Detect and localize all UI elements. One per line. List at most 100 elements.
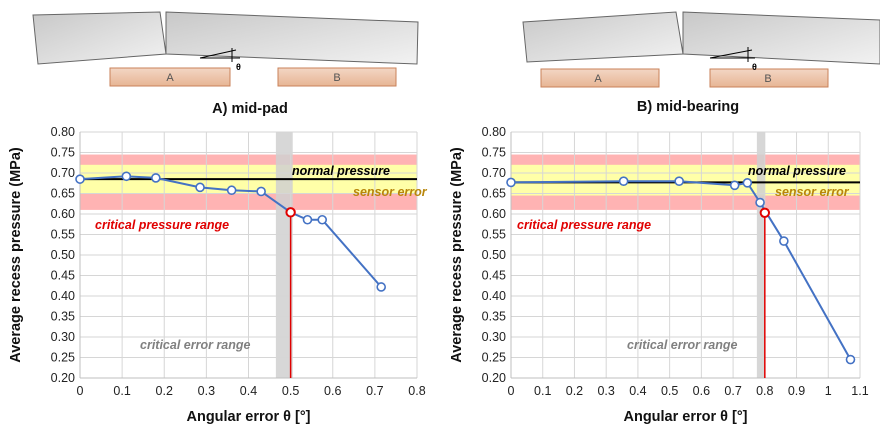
x-tick-label: 0.1: [113, 384, 130, 398]
data-point: [618, 176, 629, 186]
x-tick-label: 0.5: [661, 384, 678, 398]
x-tick-label: 0: [77, 384, 84, 398]
right-bearing-block: [682, 11, 880, 65]
critical-pressure-range-label: critical pressure range: [517, 218, 651, 232]
critical-error-range-label: critical error range: [627, 338, 738, 352]
schematic-mid-bearing: A B θ: [522, 11, 880, 88]
x-tick-label: 0.7: [366, 384, 383, 398]
chart-title: B) mid-bearing: [637, 99, 739, 115]
right-bearing-block: [165, 11, 419, 65]
x-tick-label: 0.8: [408, 384, 425, 398]
critical-error-range-label: critical error range: [140, 338, 251, 352]
x-tick-label: 0.3: [597, 384, 614, 398]
critical-point: [285, 207, 296, 218]
angle-tilt-line: [709, 49, 753, 59]
x-tick-label: 0.8: [756, 384, 773, 398]
chart-mid-bearing: B) mid-bearing0.200.250.300.350.400.450.…: [449, 99, 869, 425]
data-point: [121, 171, 132, 182]
pad-a: [109, 67, 231, 87]
y-tick-label: 0.35: [482, 310, 506, 324]
y-axis-label: Average recess pressure (MPa): [8, 147, 24, 363]
y-tick-label: 0.50: [482, 248, 506, 262]
x-tick-label: 0.3: [198, 384, 215, 398]
pad-b: [709, 68, 829, 88]
data-point: [302, 214, 313, 225]
data-point: [779, 236, 789, 246]
data-point: [317, 214, 328, 225]
y-tick-label: 0.75: [51, 146, 75, 160]
normal-pressure-label: normal pressure: [292, 164, 390, 178]
y-tick-label: 0.30: [482, 330, 506, 344]
x-tick-label: 0.6: [693, 384, 710, 398]
critical-point: [759, 207, 771, 218]
left-bearing-block: [522, 11, 684, 63]
data-point: [506, 177, 516, 188]
left-bearing-block: [32, 11, 167, 65]
pad-b: [277, 67, 397, 87]
data-point: [75, 174, 85, 184]
normal-pressure-label: normal pressure: [748, 164, 846, 178]
x-tick-label: 0.2: [566, 384, 583, 398]
y-tick-label: 0.25: [482, 351, 506, 365]
y-tick-label: 0.45: [51, 269, 75, 283]
x-tick-label: 1: [825, 384, 832, 398]
y-tick-label: 0.60: [51, 207, 75, 221]
x-tick-label: 0.5: [282, 384, 299, 398]
x-tick-label: 0.4: [629, 384, 646, 398]
y-tick-label: 0.45: [482, 269, 506, 283]
x-tick-label: 1.1: [851, 384, 868, 398]
x-tick-label: 0.7: [724, 384, 741, 398]
x-tick-label: 0.1: [534, 384, 551, 398]
x-axis-label: Angular error θ [°]: [623, 409, 747, 425]
pad-a-label: A: [166, 72, 174, 84]
y-tick-label: 0.70: [482, 166, 506, 180]
data-series-line: [79, 175, 382, 288]
sensor-error-label: sensor error: [353, 185, 428, 199]
pad-a: [540, 68, 660, 88]
y-tick-label: 0.20: [482, 371, 506, 385]
data-series-line: [510, 180, 852, 361]
y-tick-label: 0.60: [482, 207, 506, 221]
data-point: [729, 180, 740, 191]
x-tick-label: 0.4: [240, 384, 257, 398]
chart-mid-pad: A) mid-pad0.200.250.300.350.400.450.500.…: [8, 101, 428, 425]
pad-a-label: A: [594, 73, 602, 85]
critical-pressure-range-label: critical pressure range: [95, 218, 229, 232]
x-tick-label: 0.6: [324, 384, 341, 398]
pad-b-label: B: [333, 72, 340, 84]
data-point: [742, 178, 753, 188]
x-tick-label: 0: [508, 384, 515, 398]
data-point: [256, 186, 266, 197]
chart-title: A) mid-pad: [212, 101, 288, 117]
y-tick-label: 0.30: [51, 330, 75, 344]
y-tick-label: 0.65: [51, 187, 75, 201]
y-tick-label: 0.40: [482, 289, 506, 303]
y-tick-label: 0.50: [51, 248, 75, 262]
schematic-mid-pad: A B θ: [32, 11, 419, 87]
y-tick-label: 0.25: [51, 351, 75, 365]
theta-label: θ: [236, 62, 241, 72]
y-tick-label: 0.75: [482, 146, 506, 160]
y-tick-label: 0.40: [51, 289, 75, 303]
data-point: [195, 182, 205, 193]
y-axis-label: Average recess pressure (MPa): [449, 147, 465, 363]
data-point: [226, 185, 237, 196]
x-axis-label: Angular error θ [°]: [186, 409, 310, 425]
data-point: [151, 173, 161, 183]
y-tick-label: 0.80: [51, 125, 75, 139]
sensor-error-label: sensor error: [775, 185, 850, 199]
data-point: [674, 176, 684, 186]
pad-b-label: B: [764, 73, 771, 85]
x-tick-label: 0.9: [788, 384, 805, 398]
y-tick-label: 0.55: [51, 228, 75, 242]
y-tick-label: 0.65: [482, 187, 506, 201]
y-tick-label: 0.20: [51, 371, 75, 385]
theta-label: θ: [752, 62, 757, 72]
y-tick-label: 0.55: [482, 228, 506, 242]
data-point: [755, 197, 765, 208]
y-tick-label: 0.35: [51, 310, 75, 324]
data-point: [845, 354, 856, 365]
y-tick-label: 0.70: [51, 166, 75, 180]
data-point: [376, 282, 386, 292]
